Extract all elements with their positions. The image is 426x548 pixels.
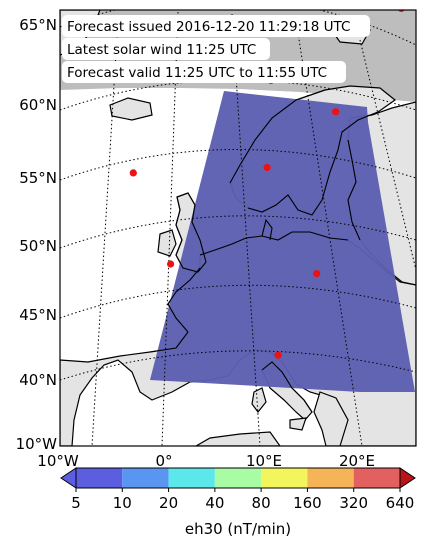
colorbar-label: eh30 (nT/min) — [185, 520, 291, 538]
latest-solar-wind-text: Latest solar wind 11:25 UTC — [67, 42, 256, 58]
forecast-valid-text: Forecast valid 11:25 UTC to 11:55 UTC — [67, 65, 327, 81]
lon-label-10e: 10°E — [246, 452, 282, 470]
colorbar: 5 10 20 40 80 160 320 640 eh30 (nT/min) — [60, 467, 416, 538]
station-marker — [313, 270, 321, 278]
colorbar-tick-labels: 5 10 20 40 80 160 320 640 — [71, 494, 414, 512]
forecast-region — [150, 91, 415, 392]
colorbar-segment — [122, 468, 169, 488]
colorbar-tick-label: 640 — [386, 494, 415, 512]
lat-label-40: 40°N — [19, 371, 57, 389]
colorbar-segment — [261, 468, 308, 488]
station-marker — [332, 108, 340, 116]
lat-label-65: 65°N — [19, 16, 57, 34]
map-frame — [59, 9, 417, 447]
lon-label-0: 0° — [155, 452, 172, 470]
colorbar-tick-label: 80 — [252, 494, 271, 512]
station-marker — [167, 260, 175, 268]
colorbar-segment — [76, 468, 123, 488]
lat-label-60: 60°N — [19, 96, 57, 114]
colorbar-segment — [214, 468, 262, 488]
lon-label-20e: 20°E — [339, 452, 375, 470]
colorbar-extend-min — [60, 467, 77, 489]
lat-label-50: 50°N — [19, 237, 57, 255]
colorbar-tick-label: 20 — [159, 494, 178, 512]
info-box-solar-wind: Latest solar wind 11:25 UTC — [62, 38, 270, 60]
station-marker — [263, 163, 271, 172]
info-box-issued: Forecast issued 2016-12-20 11:29:18 UTC — [62, 15, 370, 37]
colorbar-segment — [307, 468, 354, 488]
lat-label-corner: 10°W — [16, 435, 58, 453]
colorbar-extend-max — [399, 467, 416, 489]
colorbar-tick-label: 160 — [293, 494, 322, 512]
latitude-labels: 65°N 60°N 55°N 50°N 45°N 40°N 10°W — [16, 16, 58, 453]
colorbar-tick-label: 40 — [205, 494, 224, 512]
colorbar-ticks — [75, 488, 401, 492]
longitude-labels: 10°W 0° 10°E 20°E — [37, 452, 375, 470]
forecast-issued-text: Forecast issued 2016-12-20 11:29:18 UTC — [67, 19, 350, 35]
colorbar-segments — [60, 467, 416, 489]
station-marker — [274, 351, 282, 359]
colorbar-segment — [353, 468, 400, 488]
colorbar-tick-label: 5 — [71, 494, 81, 512]
colorbar-segment — [168, 468, 215, 488]
info-box-valid: Forecast valid 11:25 UTC to 11:55 UTC — [62, 61, 346, 83]
coastlines — [149, 89, 379, 413]
station-marker — [398, 10, 405, 12]
colorbar-tick-label: 10 — [113, 494, 132, 512]
lat-label-45: 45°N — [19, 306, 57, 324]
colorbar-outline — [75, 467, 401, 489]
colorbar-tick-label: 320 — [339, 494, 368, 512]
station-marker — [129, 169, 137, 177]
lon-label-10w: 10°W — [37, 452, 79, 470]
lat-label-55: 55°N — [19, 169, 57, 187]
